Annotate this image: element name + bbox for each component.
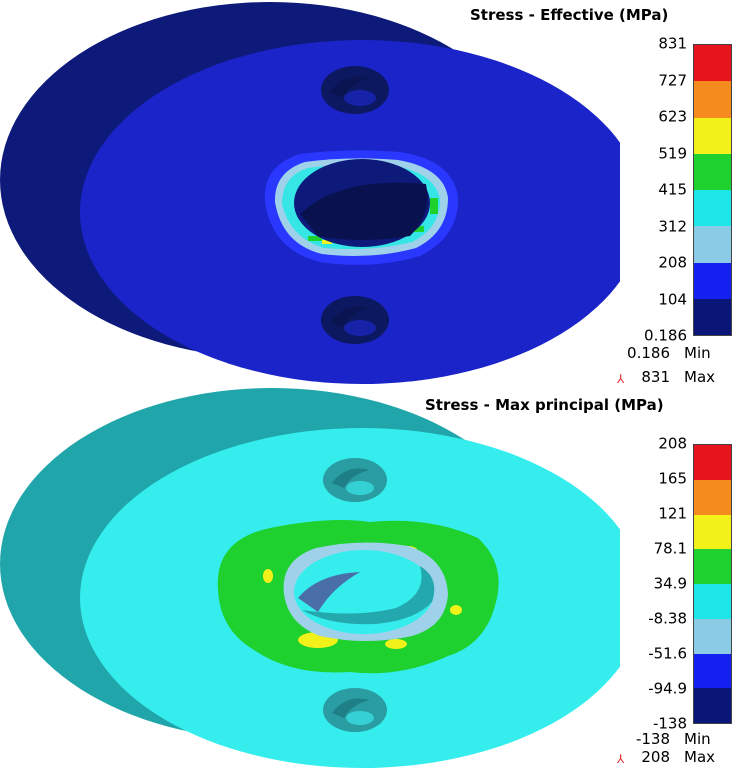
max-marker-icon: ⅄ <box>617 372 625 386</box>
min-value: 0.186 <box>627 344 670 362</box>
effective-stress-contour-plot <box>0 2 620 384</box>
tick-label: 415 <box>658 180 687 199</box>
legend-band-3 <box>694 514 731 550</box>
tick-label: -8.38 <box>648 609 687 628</box>
max-principal-stress-max-readout: 208 Max <box>610 748 715 766</box>
legend-band-3 <box>694 117 731 154</box>
legend-band-6 <box>694 618 731 654</box>
max-principal-stress-panel: Stress - Max principal (MPa) 208 165 121… <box>0 388 744 769</box>
legend-band-4 <box>694 153 731 190</box>
max-value: 831 <box>641 368 670 386</box>
tick-label: 208 <box>658 253 687 272</box>
effective-stress-color-bar <box>693 44 732 336</box>
central-bore <box>294 550 435 634</box>
tick-label: -94.9 <box>648 679 687 698</box>
effective-stress-title: Stress - Effective (MPa) <box>470 6 669 24</box>
effective-stress-panel: Stress - Effective (MPa) 831 727 623 519… <box>0 2 732 386</box>
tick-label: 78.1 <box>653 539 687 558</box>
max-principal-stress-contour-plot <box>0 388 620 768</box>
max-principal-stress-color-bar <box>693 444 732 724</box>
legend-band-8 <box>694 298 731 335</box>
tick-label: -51.6 <box>648 644 687 663</box>
min-label: Min <box>684 344 711 362</box>
legend-band-7 <box>694 653 731 689</box>
legend-band-1 <box>694 45 731 82</box>
legend-band-2 <box>694 479 731 515</box>
upper-bolt-hole <box>323 458 387 502</box>
tick-label: -138 <box>652 714 687 733</box>
legend-band-8 <box>694 688 731 723</box>
tick-label: 519 <box>658 144 687 162</box>
legend-band-5 <box>694 584 731 619</box>
max-principal-stress-title: Stress - Max principal (MPa) <box>425 396 664 414</box>
min-value: -138 <box>635 730 670 748</box>
legend-band-5 <box>694 190 731 227</box>
tick-label: 312 <box>658 217 687 235</box>
max-value: 208 <box>641 748 670 766</box>
effective-stress-max-readout: 831 Max <box>610 368 715 386</box>
tick-label: 121 <box>658 504 687 523</box>
lower-bolt-hole <box>323 688 387 732</box>
central-bore <box>294 159 430 247</box>
lower-bolt-hole <box>321 296 389 344</box>
tick-label: 34.9 <box>653 574 687 593</box>
tick-label: 208 <box>658 434 687 453</box>
tick-label: 623 <box>658 107 687 126</box>
tick-label: 831 <box>658 34 687 53</box>
legend-band-2 <box>694 81 731 118</box>
upper-bolt-hole <box>321 66 389 114</box>
legend-band-6 <box>694 226 731 263</box>
effective-stress-min-readout: 0.186 Min <box>610 344 711 362</box>
max-marker-icon: ⅄ <box>617 752 625 766</box>
tick-label: 104 <box>658 290 687 308</box>
legend-band-1 <box>694 445 731 480</box>
max-principal-stress-min-readout: -138 Min <box>610 730 711 748</box>
legend-band-4 <box>694 549 731 584</box>
tick-label: 165 <box>658 469 687 488</box>
min-label: Min <box>684 730 711 748</box>
max-label: Max <box>684 748 716 766</box>
max-principal-stress-ticks: 208 165 121 78.1 34.9 -8.38 -51.6 -94.9 … <box>620 436 687 731</box>
effective-stress-ticks: 831 727 623 519 415 312 208 104 0.186 <box>620 36 687 343</box>
tick-label: 0.186 <box>644 326 687 345</box>
legend-band-7 <box>694 262 731 299</box>
tick-label: 727 <box>658 71 687 89</box>
max-label: Max <box>684 368 716 386</box>
